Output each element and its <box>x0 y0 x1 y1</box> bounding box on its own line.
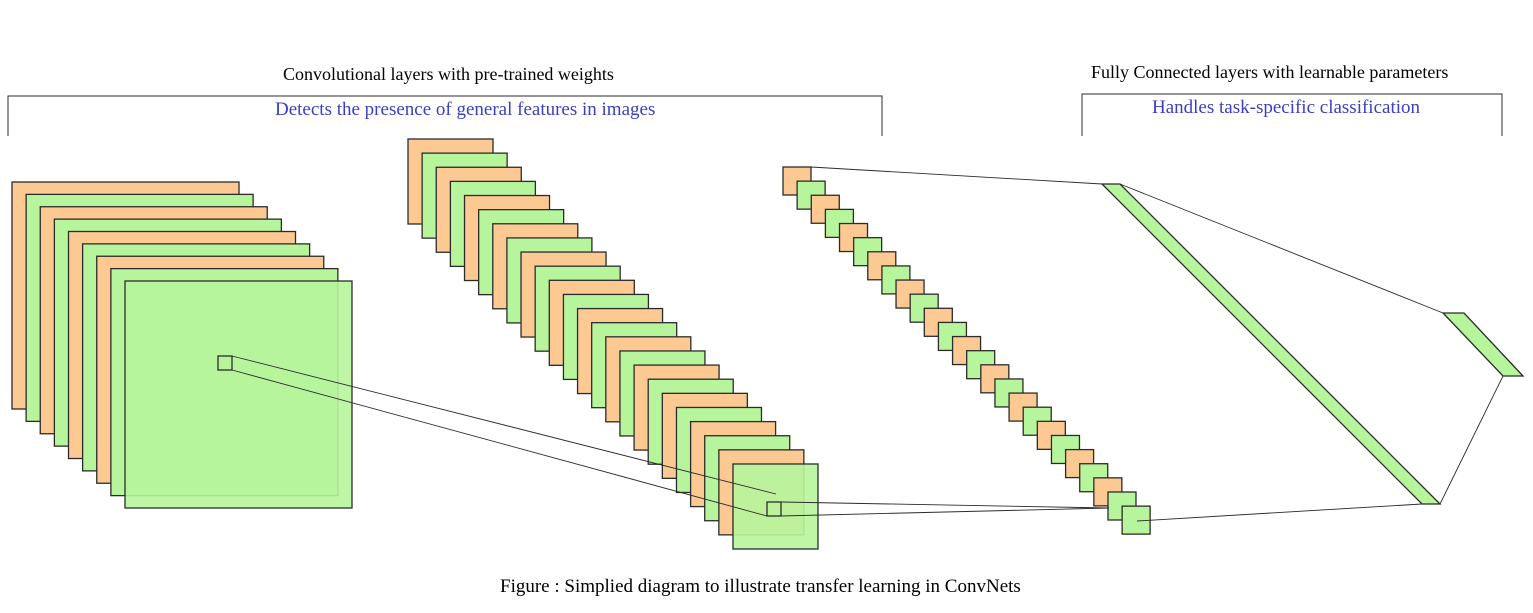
connection-line <box>1136 503 1423 522</box>
conv-layer-stack-1 <box>11 181 353 509</box>
conv-section-heading: Convolutional layers with pre-trained we… <box>283 64 614 84</box>
connection-line <box>1119 183 1444 314</box>
conv-section-bracket <box>7 95 883 136</box>
connection-lines <box>810 166 1504 522</box>
receptive-field-box-2 <box>766 501 782 517</box>
projection-line <box>780 507 1110 517</box>
figure-caption: Figure : Simplied diagram to illustrate … <box>500 576 1021 597</box>
connection-line <box>1439 375 1504 505</box>
conv-layer-stack-2 <box>407 138 819 550</box>
fc-section-heading: Fully Connected layers with learnable pa… <box>1091 62 1449 82</box>
projection-line <box>780 501 1110 509</box>
fc-section-bracket <box>1081 93 1503 136</box>
conv-section-subheading: Detects the presence of general features… <box>275 99 656 120</box>
connection-line <box>810 166 1103 185</box>
receptive-field-box-1 <box>217 355 233 371</box>
projection-lines <box>231 355 1110 517</box>
projection-line <box>231 355 777 495</box>
feature-map <box>124 280 353 509</box>
conv-layer-stack-3 <box>782 166 1151 535</box>
fc-section-subheading: Handles task-specific classification <box>1152 97 1421 118</box>
fc-layer-1 <box>1100 183 1442 505</box>
feature-map <box>732 463 819 550</box>
projection-line <box>231 369 768 517</box>
fc-layer-2 <box>1441 312 1525 377</box>
